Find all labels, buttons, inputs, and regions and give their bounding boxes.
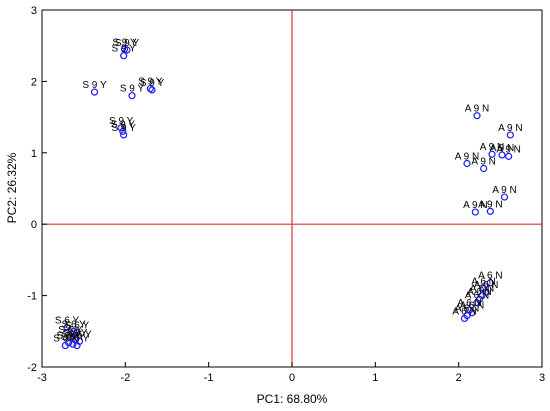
y-tick-label: -2 [27, 362, 37, 374]
data-point-label: S 6 Y [57, 331, 82, 342]
y-tick-label: 2 [31, 76, 37, 88]
data-point [471, 208, 479, 216]
y-tick-label: -1 [27, 291, 37, 303]
data-point-label: S 9 Y [120, 84, 145, 95]
data-point-label: A 6 N [457, 298, 481, 309]
x-tick-label: 3 [539, 372, 545, 384]
x-axis-label: PC1: 68.80% [257, 392, 328, 406]
data-point [119, 127, 127, 135]
data-point-label: A 9 N [496, 144, 520, 155]
data-point-label: S 6 Y [65, 321, 90, 332]
y-tick-label: 0 [31, 219, 37, 231]
data-point [505, 152, 513, 160]
data-point-label: A 9 N [498, 123, 522, 134]
x-tick-label: 0 [289, 372, 295, 384]
data-point-label: S 9 Y [112, 123, 137, 134]
x-tick-label: 2 [456, 372, 462, 384]
data-point [117, 124, 125, 132]
data-point-label: A 6 N [471, 276, 495, 287]
data-point-label: A 9 N [490, 143, 514, 154]
data-point [73, 341, 81, 350]
data-point [128, 92, 136, 100]
data-point-label: A 9 N [492, 185, 516, 196]
data-point [498, 151, 506, 159]
data-point [70, 327, 78, 335]
y-tick-label: 3 [31, 5, 37, 17]
data-point [148, 86, 156, 94]
data-point [486, 207, 494, 215]
x-tick-label: -2 [120, 372, 130, 384]
data-point-label: A 9 N [471, 157, 495, 168]
data-point [482, 288, 490, 296]
data-point [500, 193, 509, 201]
data-point [61, 341, 69, 350]
data-point-label: A 6 N [474, 280, 498, 291]
data-point [473, 299, 481, 307]
data-point-label: S 6 Y [61, 332, 86, 343]
data-point-label: A 6 N [470, 284, 494, 295]
data-point-label: A 9 N [465, 104, 489, 115]
data-point-label: A 9 N [480, 142, 504, 153]
data-point-label: A 6 N [455, 304, 479, 315]
data-point-label: S 9 Y [112, 44, 137, 55]
data-point [506, 131, 514, 139]
y-tick-label: 1 [31, 148, 37, 160]
data-point [463, 159, 471, 168]
data-point [123, 46, 131, 54]
data-point [73, 329, 81, 337]
reference-lines [42, 10, 542, 367]
data-point [63, 324, 71, 332]
data-point-label: S 9 Y [111, 119, 136, 130]
data-point-label: S 9 Y [115, 38, 140, 49]
data-point [488, 150, 496, 158]
data-point-label: S 6 Y [62, 319, 87, 330]
x-tick-label: -3 [37, 372, 47, 384]
data-point-label: S 6 Y [58, 325, 83, 336]
data-point-label: S 9 Y [140, 78, 165, 89]
data-point [120, 52, 128, 60]
data-point-label: A 6 N [452, 306, 476, 317]
data-point-label: A 6 N [465, 291, 489, 302]
data-point-label: A 9 N [455, 152, 479, 163]
data-point [473, 112, 481, 120]
data-point [90, 88, 99, 96]
x-tick-label: 1 [372, 372, 378, 384]
data-point-label: A 9 N [463, 200, 487, 211]
data-point-label: S 9 Y [109, 116, 134, 127]
data-point [146, 84, 154, 93]
data-point-label: S 6 Y [67, 329, 92, 340]
data-point [120, 131, 128, 139]
data-point-label: S 9 Y [82, 80, 107, 91]
data-point-label: S 6 Y [65, 334, 90, 345]
data-point-label: A 9 N [478, 199, 502, 210]
data-point-label: S 9 Y [112, 37, 137, 48]
data-point-label: S 6 Y [53, 334, 78, 345]
data-point-label: S 6 Y [63, 328, 88, 339]
data-point [486, 279, 494, 287]
data-point [480, 164, 488, 173]
data-point-label: A 6 N [467, 287, 491, 298]
data-point [69, 340, 77, 348]
y-axis-label: PC2: 26.32% [5, 152, 19, 223]
data-point-label: S 6 Y [55, 316, 80, 327]
data-point [460, 314, 469, 323]
data-point-label: A 6 N [460, 301, 484, 312]
data-point-label: S 9 Y [138, 77, 163, 88]
data-point-label: A 6 N [478, 271, 502, 282]
x-tick-label: -1 [204, 372, 214, 384]
